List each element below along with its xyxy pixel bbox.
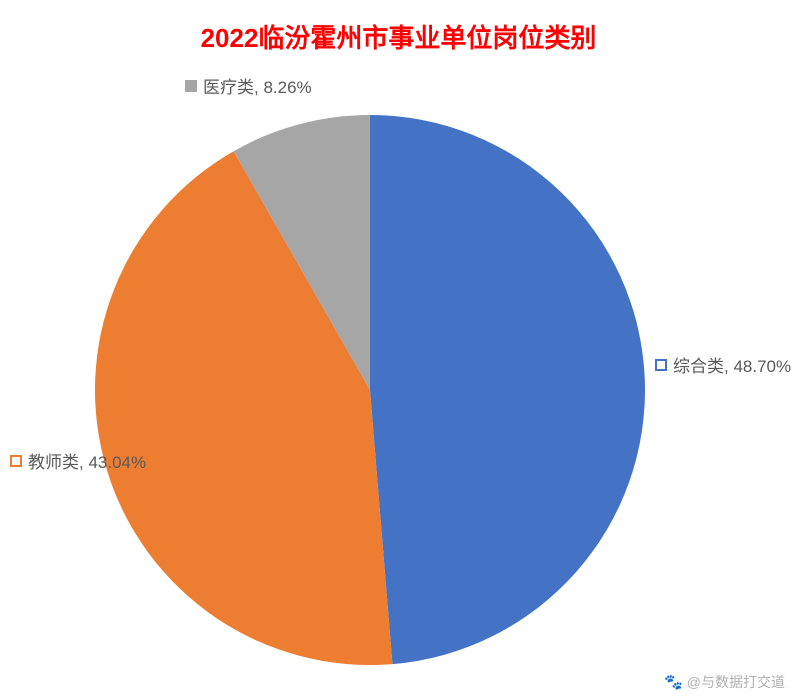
pie-slice-0 [370,115,645,664]
label-marker-icon [10,455,22,467]
watermark: 🐾 @与数据打交道 [664,672,785,692]
label-text: 综合类, 48.70% [673,352,791,377]
label-marker-icon [655,359,667,371]
watermark-text: @与数据打交道 [687,672,785,692]
watermark-icon: 🐾 [664,673,683,691]
label-marker-icon [185,80,197,92]
label-text: 医疗类, 8.26% [203,73,312,98]
label-text: 教师类, 43.04% [28,448,146,473]
data-label-1: 教师类, 43.04% [10,448,146,473]
data-label-2: 医疗类, 8.26% [185,73,312,98]
pie-chart [0,0,797,700]
data-label-0: 综合类, 48.70% [655,352,791,377]
